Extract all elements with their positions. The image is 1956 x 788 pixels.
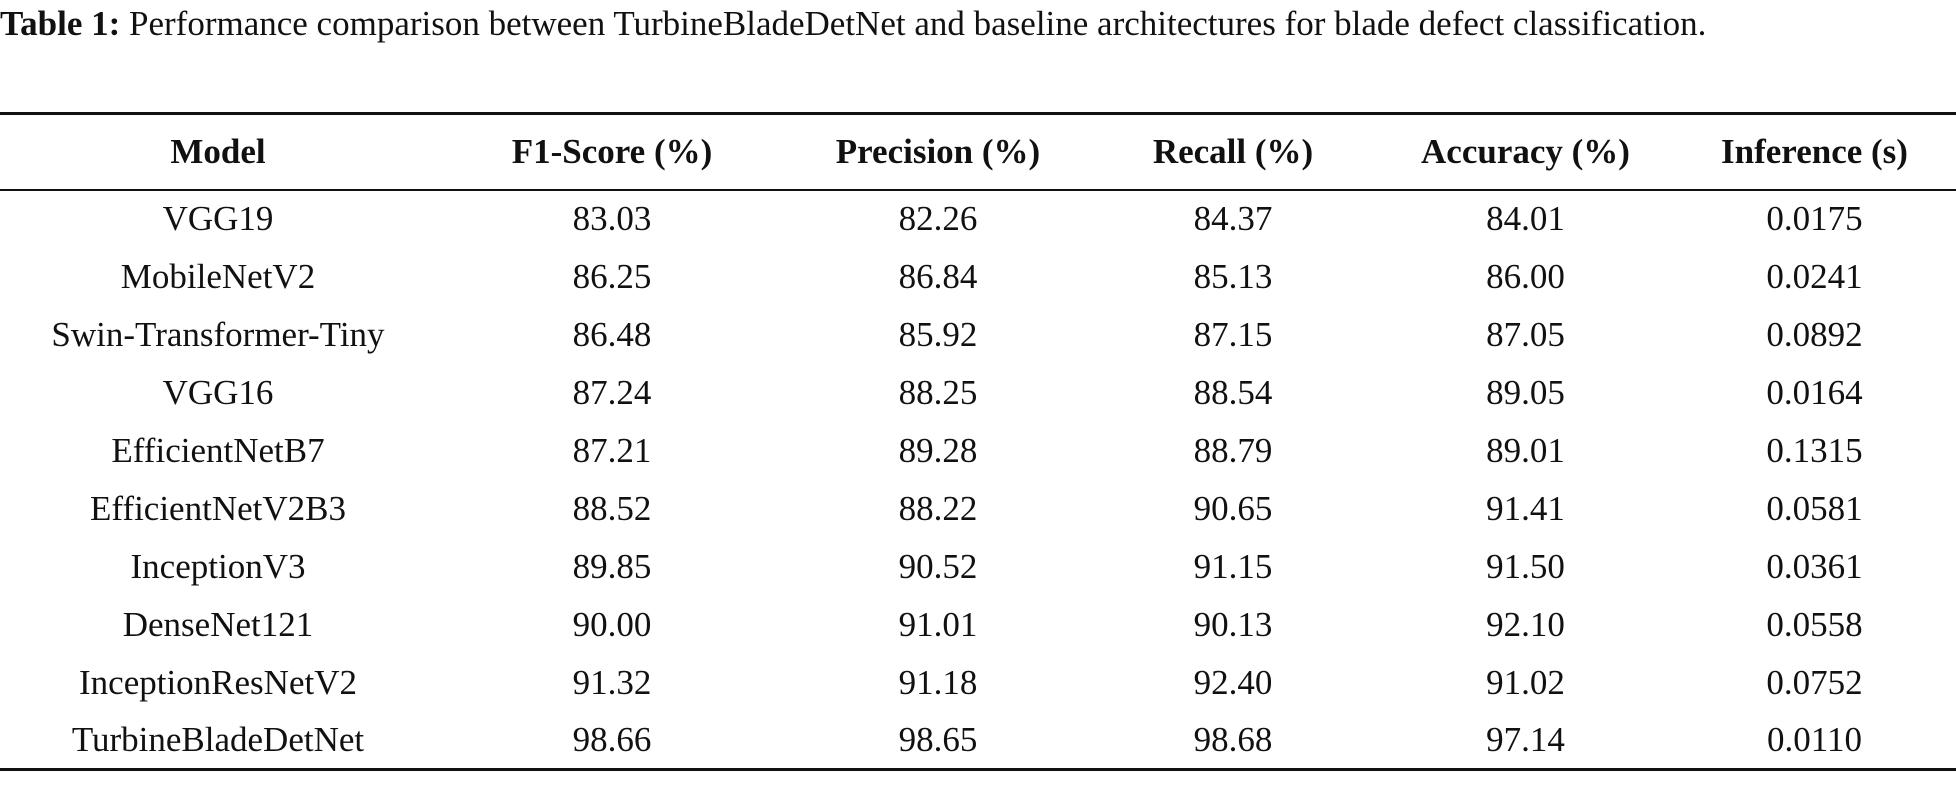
model-name: EfficientNetV2B3 bbox=[90, 488, 346, 528]
metric-cell: 87.24 bbox=[572, 372, 652, 412]
metric-cell: 91.02 bbox=[1486, 662, 1565, 702]
caption-text: Performance comparison between TurbineBl… bbox=[129, 4, 1707, 43]
metric-cell: 88.22 bbox=[898, 488, 978, 528]
table-row: Swin-Transformer-Tiny 86.48 85.92 87.15 87.0… bbox=[0, 306, 1956, 364]
metric-cell: 98.66 bbox=[572, 719, 652, 759]
header-row: Model F1-Score (%) Precision (%) Recall (%)… bbox=[0, 113, 1956, 190]
metric-cell: 86.00 bbox=[1486, 256, 1565, 296]
caption-label: Table 1: bbox=[0, 4, 121, 43]
metric-cell: 89.85 bbox=[572, 546, 652, 586]
metric-cell: 89.05 bbox=[1486, 372, 1565, 412]
table-body: VGG19 83.03 82.26 84.37 84.01 0.0175 MobileNet… bbox=[0, 190, 1956, 770]
table-row: DenseNet121 90.00 91.01 90.13 92.10 0.0558 bbox=[0, 596, 1956, 654]
metric-cell: 90.13 bbox=[1193, 604, 1273, 644]
metric-cell: 0.0892 bbox=[1766, 314, 1863, 354]
metric-cell: 92.10 bbox=[1486, 604, 1565, 644]
model-name: MobileNetV2 bbox=[120, 256, 316, 296]
metric-cell: 0.0175 bbox=[1766, 199, 1863, 238]
column-header: Model bbox=[170, 131, 266, 171]
table-caption: Table 1: Performance comparison between … bbox=[0, 0, 1956, 48]
table-row: InceptionV3 89.85 90.52 91.15 91.50 0.0361 bbox=[0, 538, 1956, 596]
metric-cell: 91.15 bbox=[1193, 546, 1273, 586]
column-header: Precision (%) bbox=[835, 131, 1041, 171]
metric-cell: 86.84 bbox=[898, 256, 978, 296]
metric-cell: 89.01 bbox=[1486, 430, 1565, 470]
metric-cell: 88.79 bbox=[1193, 430, 1273, 470]
table-row: VGG19 83.03 82.26 84.37 84.01 0.0175 bbox=[0, 190, 1956, 248]
metric-cell: 88.54 bbox=[1193, 372, 1273, 412]
metric-cell: 87.05 bbox=[1486, 314, 1565, 354]
model-name: TurbineBladeDetNet bbox=[71, 719, 365, 759]
metric-cell: 90.65 bbox=[1193, 488, 1273, 528]
metric-cell: 0.0581 bbox=[1766, 488, 1863, 528]
metric-cell: 90.00 bbox=[572, 604, 652, 644]
metric-cell: 89.28 bbox=[898, 430, 978, 470]
metric-cell: 82.26 bbox=[898, 199, 978, 238]
metric-cell: 98.65 bbox=[898, 719, 978, 759]
metric-cell: 84.01 bbox=[1486, 199, 1565, 238]
metric-cell: 97.14 bbox=[1486, 719, 1565, 759]
table-row: TurbineBladeDetNet 98.66 98.65 98.68 97.14 0.… bbox=[0, 712, 1956, 770]
metric-cell: 86.25 bbox=[572, 256, 652, 296]
column-header: F1-Score (%) bbox=[511, 131, 713, 171]
results-table: Model F1-Score (%) Precision (%) Recall (%)… bbox=[0, 112, 1956, 771]
table-row: EfficientNetV2B3 88.52 88.22 90.65 91.41 0.05… bbox=[0, 480, 1956, 538]
metric-cell: 98.68 bbox=[1193, 719, 1273, 759]
table-row: EfficientNetB7 87.21 89.28 88.79 89.01 0.1315 bbox=[0, 422, 1956, 480]
table-header: Model F1-Score (%) Precision (%) Recall (%)… bbox=[0, 113, 1956, 190]
column-header: Inference (s) bbox=[1721, 131, 1908, 171]
metric-cell: 88.25 bbox=[898, 372, 978, 412]
column-header: Recall (%) bbox=[1152, 131, 1314, 171]
model-name: VGG16 bbox=[162, 372, 274, 412]
column-header: Accuracy (%) bbox=[1421, 131, 1630, 171]
table-row: MobileNetV2 86.25 86.84 85.13 86.00 0.0241 bbox=[0, 248, 1956, 306]
metric-cell: 0.0164 bbox=[1766, 372, 1863, 412]
metric-cell: 87.15 bbox=[1193, 314, 1273, 354]
metric-cell: 91.32 bbox=[572, 662, 652, 702]
metric-cell: 0.0110 bbox=[1767, 719, 1862, 759]
model-name: Swin-Transformer-Tiny bbox=[51, 314, 385, 354]
metric-cell: 85.92 bbox=[898, 314, 978, 354]
metric-cell: 0.1315 bbox=[1766, 430, 1863, 470]
metric-cell: 91.01 bbox=[898, 604, 978, 644]
metric-cell: 85.13 bbox=[1193, 256, 1273, 296]
metric-cell: 90.52 bbox=[898, 546, 978, 586]
metric-cell: 86.48 bbox=[572, 314, 652, 354]
model-name: InceptionV3 bbox=[130, 546, 306, 586]
metric-cell: 92.40 bbox=[1193, 662, 1273, 702]
metric-cell: 84.37 bbox=[1193, 199, 1273, 238]
metric-cell: 0.0241 bbox=[1766, 256, 1863, 296]
model-name: EfficientNetB7 bbox=[111, 430, 325, 470]
metric-cell: 88.52 bbox=[572, 488, 652, 528]
model-name: DenseNet121 bbox=[122, 604, 314, 644]
metric-cell: 91.50 bbox=[1486, 546, 1565, 586]
table-row: VGG16 87.24 88.25 88.54 89.05 0.0164 bbox=[0, 364, 1956, 422]
metric-cell: 0.0558 bbox=[1766, 604, 1863, 644]
metric-cell: 87.21 bbox=[572, 430, 652, 470]
metric-cell: 0.0752 bbox=[1766, 662, 1863, 702]
metric-cell: 83.03 bbox=[572, 199, 652, 238]
model-name: VGG19 bbox=[162, 199, 274, 238]
model-name: InceptionResNetV2 bbox=[79, 662, 357, 702]
metric-cell: 91.41 bbox=[1486, 488, 1565, 528]
metric-cell: 0.0361 bbox=[1766, 546, 1863, 586]
table-row: InceptionResNetV2 91.32 91.18 92.40 91.02 0.0… bbox=[0, 654, 1956, 712]
metric-cell: 91.18 bbox=[898, 662, 978, 702]
